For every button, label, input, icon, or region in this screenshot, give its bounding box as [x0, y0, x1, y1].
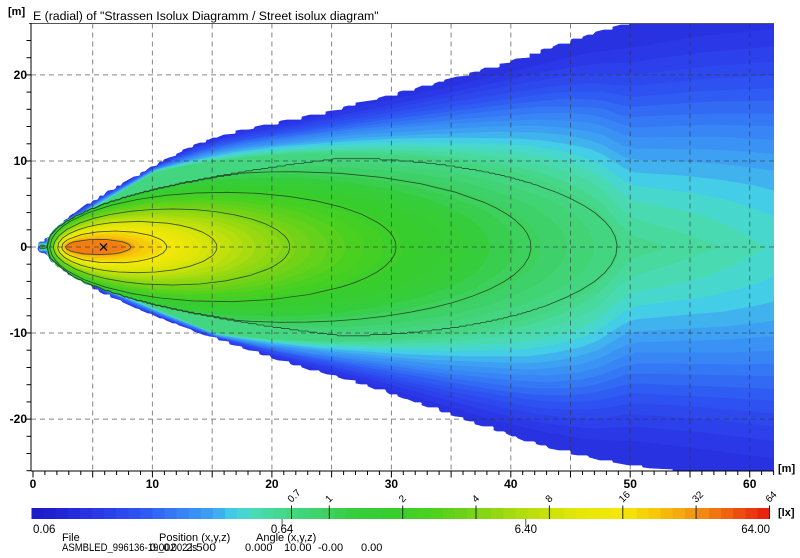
svg-text:10: 10 [146, 477, 160, 491]
svg-text:64.00: 64.00 [741, 524, 770, 536]
svg-text:50: 50 [624, 477, 638, 491]
svg-text:File: File [62, 532, 80, 544]
svg-text:0.000: 0.000 [245, 542, 273, 553]
svg-text:20: 20 [265, 477, 279, 491]
svg-text:0: 0 [30, 477, 37, 491]
svg-text:[lx]: [lx] [778, 507, 795, 519]
svg-text:ASMBLED_996136-19_0.002.ls: ASMBLED_996136-19_0.002.ls [62, 542, 197, 553]
svg-text:10: 10 [14, 154, 28, 168]
svg-text:0.64: 0.64 [271, 524, 294, 536]
svg-text:20: 20 [14, 68, 28, 82]
svg-text:Position (x,y,z): Position (x,y,z) [159, 532, 230, 544]
svg-text:0.002: 0.002 [150, 542, 176, 553]
svg-text:6.40: 6.40 [515, 524, 537, 536]
svg-text:-10: -10 [10, 326, 28, 340]
svg-text:30: 30 [385, 477, 399, 491]
svg-text:E (radial) of "Strassen Isolux: E (radial) of "Strassen Isolux Diagramm … [33, 9, 379, 23]
svg-text:0.06: 0.06 [33, 524, 55, 536]
svg-text:10.00: 10.00 [284, 542, 312, 553]
svg-text:0: 0 [20, 240, 27, 254]
svg-text:-0.00: -0.00 [318, 542, 343, 553]
svg-text:0.00: 0.00 [361, 542, 382, 553]
svg-text:-20: -20 [10, 412, 28, 426]
svg-text:2.500: 2.500 [186, 542, 216, 553]
svg-text:Angle (x,y,z): Angle (x,y,z) [256, 532, 316, 544]
svg-text:60: 60 [743, 477, 757, 491]
svg-text:[m]: [m] [8, 6, 25, 18]
svg-text:[m]: [m] [778, 463, 795, 475]
svg-text:40: 40 [504, 477, 518, 491]
